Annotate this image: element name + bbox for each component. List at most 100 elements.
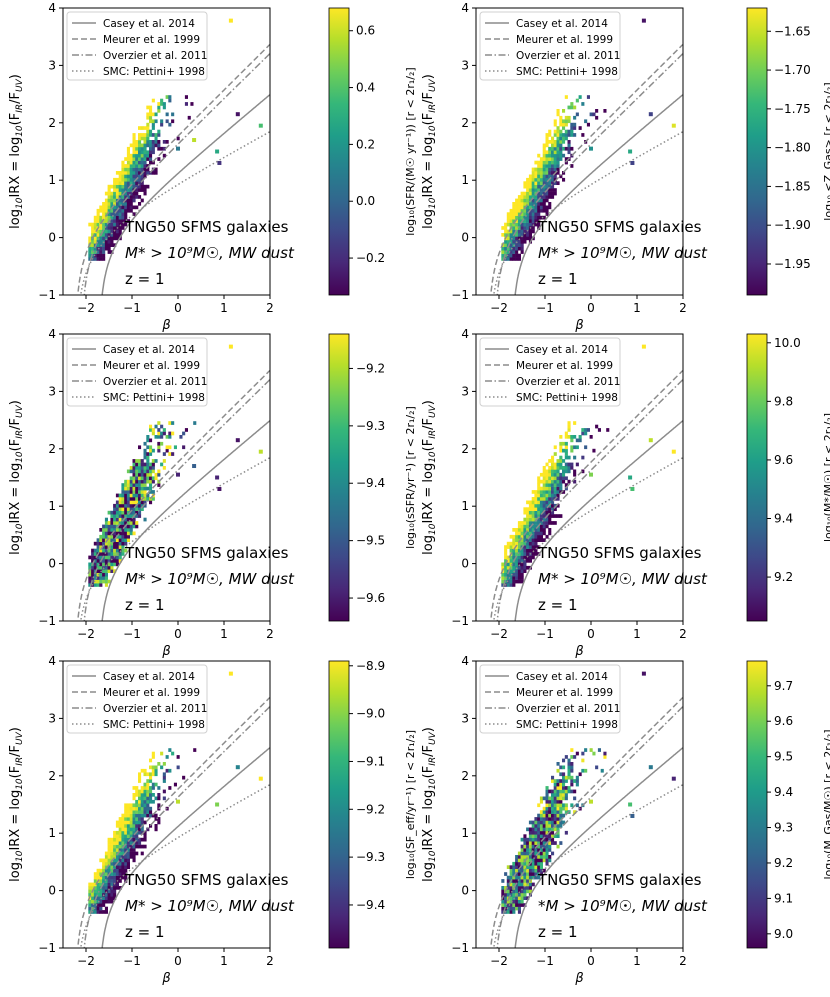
heatmap-cell <box>537 222 541 227</box>
heatmap-cell <box>570 164 574 168</box>
heatmap-cell <box>132 181 136 185</box>
heatmap-cell <box>545 855 549 859</box>
legend-box <box>66 337 208 407</box>
heatmap-cell <box>118 510 122 515</box>
heatmap-cell <box>93 579 97 584</box>
heatmap-cell <box>542 524 546 529</box>
heatmap-cell <box>140 153 144 158</box>
heatmap-cell <box>537 503 541 508</box>
heatmap-cell <box>129 521 133 525</box>
heatmap-cell <box>124 191 128 196</box>
heatmap-cell <box>515 538 519 542</box>
heatmap-cell <box>548 803 552 808</box>
heatmap-cell <box>528 858 532 863</box>
heatmap-cell <box>556 143 560 148</box>
heatmap-cell <box>93 552 97 556</box>
heatmap-cell <box>154 424 158 429</box>
heatmap-cell <box>93 903 97 907</box>
heatmap-cell-outlier <box>671 449 676 454</box>
heatmap-cell <box>556 472 560 477</box>
heatmap-cell <box>531 191 535 196</box>
heatmap-cell <box>102 541 106 546</box>
heatmap-cell <box>553 129 557 134</box>
heatmap-cell <box>501 899 505 904</box>
heatmap-cell <box>537 861 541 866</box>
heatmap-cell <box>542 507 546 511</box>
heatmap-cell <box>121 521 125 525</box>
heatmap-cell <box>113 521 117 525</box>
heatmap-cell <box>132 462 136 467</box>
heatmap-cell <box>545 205 549 210</box>
heatmap-cell <box>534 531 538 536</box>
heatmap-cell <box>126 514 130 518</box>
heatmap-cell <box>501 879 505 883</box>
y-tick-label: 4 <box>461 327 469 341</box>
heatmap-cell <box>548 820 552 825</box>
heatmap-cell <box>542 851 546 856</box>
heatmap-cell <box>96 219 100 223</box>
x-tick-label: 2 <box>266 954 274 968</box>
heatmap-cell <box>143 793 147 797</box>
heatmap-cell <box>526 848 530 852</box>
heatmap-cell <box>553 143 557 148</box>
heatmap-cell <box>526 198 530 203</box>
heatmap-cell <box>140 462 144 467</box>
heatmap-cell <box>501 226 505 230</box>
heatmap-cell <box>504 250 508 254</box>
heatmap-cell <box>506 572 510 577</box>
heatmap-cell <box>501 910 505 914</box>
heatmap-cell <box>570 768 574 773</box>
relation-dashdot <box>83 53 270 295</box>
heatmap-cell <box>515 212 519 216</box>
heatmap-cell <box>190 102 194 106</box>
heatmap-cell <box>509 903 513 907</box>
heatmap-cell <box>135 157 139 161</box>
heatmap-cell <box>548 472 552 477</box>
heatmap-cell <box>102 545 106 549</box>
heatmap-cell-outlier <box>258 449 263 454</box>
heatmap-cell <box>132 143 136 148</box>
heatmap-cell <box>520 879 524 883</box>
heatmap-cell <box>118 559 122 563</box>
heatmap-cell <box>539 820 543 825</box>
heatmap-cell <box>556 834 560 838</box>
heatmap-cell <box>104 521 108 525</box>
colorbar-tick-label: −1.65 <box>774 24 811 38</box>
heatmap-cell <box>118 865 122 869</box>
heatmap-cell <box>517 205 521 210</box>
y-tick-label: 1 <box>48 499 56 513</box>
heatmap-cell <box>523 517 527 522</box>
heatmap-cell <box>548 824 552 828</box>
heatmap-cell <box>517 239 521 244</box>
heatmap-cell <box>528 886 532 890</box>
heatmap-cell <box>517 552 521 556</box>
heatmap-cell <box>556 171 560 175</box>
heatmap-cell <box>531 872 535 876</box>
legend-label: Overzier et al. 2011 <box>516 703 620 715</box>
heatmap-cell <box>121 174 125 179</box>
heatmap-cell <box>110 879 114 883</box>
heatmap-cell <box>512 889 516 894</box>
heatmap-cell <box>88 572 92 577</box>
heatmap-cell <box>126 198 130 203</box>
heatmap-cell <box>573 122 577 127</box>
heatmap-cell <box>99 906 103 911</box>
x-axis-label: β <box>161 318 170 333</box>
heatmap-cell <box>570 445 574 450</box>
heatmap-cell <box>509 889 513 894</box>
heatmap-cell <box>556 140 560 144</box>
heatmap-cell <box>517 195 521 199</box>
annotation-mass: M* > 10⁹M☉, MW dust <box>538 570 708 588</box>
heatmap-cell-outlier <box>192 138 197 143</box>
heatmap-cell <box>504 555 508 560</box>
heatmap-cell <box>515 552 519 556</box>
heatmap-cell <box>110 229 114 234</box>
heatmap-cell <box>107 889 111 894</box>
heatmap-cell <box>96 257 100 261</box>
heatmap-cell <box>138 466 142 470</box>
heatmap-cell <box>559 820 563 825</box>
heatmap-cell <box>171 751 175 756</box>
heatmap-cell <box>140 150 144 155</box>
heatmap-cell <box>517 899 521 904</box>
heatmap-cell <box>121 510 125 515</box>
